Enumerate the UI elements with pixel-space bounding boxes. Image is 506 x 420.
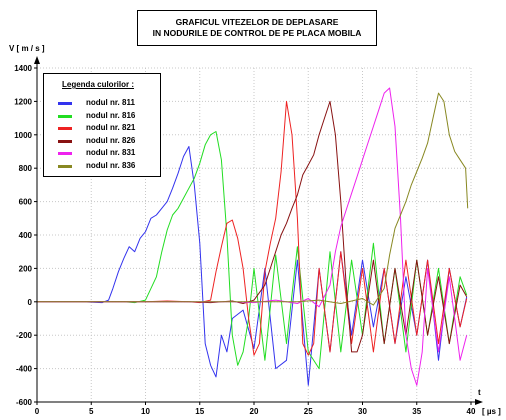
legend-label-1: nodul nr. 816 <box>86 110 136 120</box>
y-tick-label-2: -200 <box>16 331 33 340</box>
legend-label-3: nodul nr. 826 <box>86 135 136 145</box>
series-line-5 <box>37 92 469 306</box>
y-tick-label-0: -600 <box>16 398 33 407</box>
series-line-4 <box>37 87 468 386</box>
chart-title-box: GRAFICUL VITEZELOR DE DEPLASARE IN NODUR… <box>137 10 377 46</box>
x-tick-labels: 0 5 10 15 20 25 30 35 40 <box>35 402 476 416</box>
x-tick-label-1: 5 <box>89 407 94 416</box>
chart-title-line-1: GRAFICUL VITEZELOR DE DEPLASARE <box>175 17 339 27</box>
y-tick-label-7: 800 <box>19 164 33 173</box>
x-tick-label-7: 35 <box>412 407 421 416</box>
legend-title: Legenda culorilor : <box>62 80 135 89</box>
series-line-3 <box>37 100 468 353</box>
y-tick-label-4: 200 <box>19 264 33 273</box>
x-tick-label-8: 40 <box>467 407 476 416</box>
x-tick-label-4: 20 <box>250 407 259 416</box>
legend-label-2: nodul nr. 821 <box>86 123 136 132</box>
x-tick-label-5: 25 <box>304 407 313 416</box>
y-tick-label-5: 400 <box>19 231 33 240</box>
legend-label-0: nodul nr. 811 <box>86 98 135 107</box>
y-tick-labels: -600 -400 -200 0 200 400 600 800 1000 1200 1400 <box>14 64 37 407</box>
y-tick-label-3: 0 <box>28 298 33 307</box>
x-tick-label-3: 15 <box>195 407 204 416</box>
x-tick-label-2: 10 <box>141 407 150 416</box>
y-tick-label-9: 1200 <box>14 97 32 106</box>
legend-swatch-5 <box>58 164 72 168</box>
x-axis-top-label: t <box>478 388 481 397</box>
x-tick-label-0: 0 <box>35 407 40 416</box>
legend-swatch-3 <box>58 139 72 143</box>
legend-swatch-4 <box>58 152 72 155</box>
legend: Legenda culorilor : nodul nr. 811 nodul n… <box>43 73 161 177</box>
legend-label-5: nodul nr. 836 <box>86 160 136 170</box>
legend-swatch-1 <box>58 114 72 118</box>
chart-title-line-2: IN NODURILE DE CONTROL DE PE PLACA MOBIL… <box>152 28 362 38</box>
legend-swatch-2 <box>58 127 72 130</box>
y-axis-label: V [ m / s ] <box>9 44 45 53</box>
series-lines <box>37 87 469 386</box>
y-tick-label-10: 1400 <box>14 64 32 73</box>
y-axis-arrow-icon <box>34 56 40 64</box>
y-tick-label-1: -400 <box>16 365 33 374</box>
x-tick-label-6: 30 <box>358 407 367 416</box>
axes <box>34 56 483 405</box>
x-axis-arrow-icon <box>475 399 483 405</box>
legend-label-4: nodul nr. 831 <box>86 148 136 157</box>
y-tick-label-6: 600 <box>19 198 33 207</box>
legend-swatch-0 <box>58 102 72 105</box>
x-axis-label: [ µs ] <box>482 407 501 416</box>
y-tick-label-8: 1000 <box>14 131 32 140</box>
